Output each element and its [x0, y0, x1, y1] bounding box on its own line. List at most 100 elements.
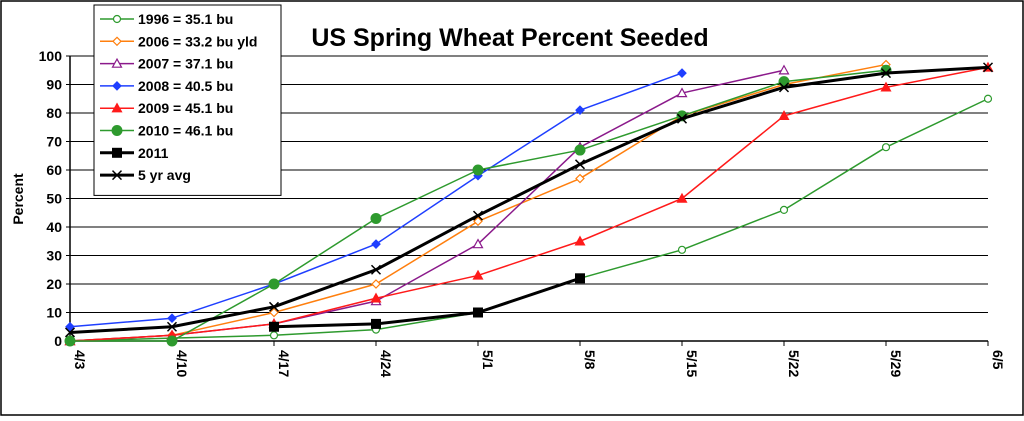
x-tick-label: 5/29 — [888, 350, 904, 377]
series-line — [273, 276, 581, 329]
data-point — [472, 238, 484, 249]
x-tick-label: 4/17 — [276, 350, 292, 377]
data-point — [268, 278, 280, 290]
data-point — [370, 212, 382, 224]
series-line — [69, 65, 989, 334]
data-point — [65, 321, 75, 332]
legend-item-6: 2010 = 46.1 bu — [100, 123, 233, 139]
data-point — [64, 335, 76, 347]
data-point — [574, 144, 586, 156]
data-point — [472, 269, 484, 280]
y-tick-label: 30 — [46, 248, 62, 264]
series-group — [64, 59, 994, 347]
y-tick-label: 20 — [46, 276, 62, 292]
y-tick-label: 70 — [46, 134, 62, 150]
series-line — [69, 66, 989, 342]
legend-label: 2008 = 40.5 bu — [138, 78, 233, 94]
legend-box — [93, 4, 282, 196]
legend-marker — [112, 36, 122, 47]
legend-label: 2007 = 37.1 bu — [138, 56, 233, 72]
data-point — [880, 68, 892, 79]
data-point — [880, 81, 892, 92]
legend-label: 2006 = 33.2 bu yld — [138, 33, 257, 49]
data-point — [778, 110, 790, 121]
y-tick-label: 90 — [46, 77, 62, 93]
data-point — [472, 210, 484, 221]
legend-marker — [112, 81, 122, 91]
data-point — [269, 331, 279, 340]
y-tick-label: 40 — [46, 219, 62, 235]
legend-label: 2010 = 46.1 bu — [138, 123, 233, 139]
data-point — [676, 192, 688, 203]
y-axis-title: Percent — [10, 173, 26, 225]
legend-item-1: 1996 = 35.1 bu — [100, 11, 233, 27]
data-point — [676, 113, 688, 124]
legend-marker — [111, 102, 123, 113]
y-tick-label: 60 — [46, 162, 62, 178]
series-8 — [64, 62, 994, 338]
data-point — [982, 62, 994, 73]
data-point — [371, 279, 381, 289]
legend-marker — [112, 14, 122, 24]
data-point — [574, 159, 586, 170]
data-point — [983, 94, 993, 103]
data-point — [166, 321, 178, 332]
data-point — [64, 327, 76, 338]
x-tick-label: 5/22 — [786, 350, 802, 377]
data-point — [881, 143, 891, 152]
legend-item-8: 5 yr avg — [100, 167, 191, 183]
legend-marker — [112, 147, 122, 158]
x-tick-label: 5/15 — [684, 350, 700, 377]
data-point — [269, 307, 279, 318]
legend-item-4: 2008 = 40.5 bu — [100, 78, 233, 94]
legend-marker — [111, 57, 123, 68]
legend-item-7: 2011 — [100, 145, 169, 161]
legend-label: 5 yr avg — [138, 167, 191, 183]
x-tick-label: 5/8 — [582, 350, 598, 370]
series-7 — [269, 273, 585, 332]
data-point — [575, 273, 585, 284]
chart-title: US Spring Wheat Percent Seeded — [311, 24, 708, 52]
y-tick-label: 50 — [46, 191, 62, 207]
data-point — [779, 205, 789, 214]
data-point — [575, 173, 585, 184]
legend-label: 2011 — [138, 145, 169, 161]
y-tick-label: 10 — [46, 305, 62, 321]
y-tick-label: 100 — [39, 48, 63, 64]
data-point — [677, 245, 687, 254]
y-tick-label: 0 — [54, 333, 62, 349]
legend-item-2: 2006 = 33.2 bu yld — [100, 33, 257, 49]
x-tick-label: 6/5 — [990, 350, 1006, 370]
data-point — [370, 264, 382, 275]
data-point — [268, 301, 280, 312]
legend-item-3: 2007 = 37.1 bu — [100, 56, 233, 72]
x-tick-label: 5/1 — [480, 350, 496, 370]
data-point — [473, 307, 483, 318]
series-4 — [65, 68, 687, 332]
x-tick-label: 4/10 — [174, 350, 190, 377]
data-point — [677, 68, 687, 78]
data-point — [575, 105, 585, 115]
data-point — [472, 164, 484, 176]
series-6 — [64, 64, 892, 347]
data-point — [778, 82, 790, 93]
legend-marker — [111, 125, 123, 136]
data-point — [269, 321, 279, 332]
data-point — [371, 318, 381, 329]
data-point — [778, 64, 790, 75]
legend: 1996 = 35.1 bu 2006 = 33.2 bu yld 2007 = 3… — [93, 4, 282, 196]
data-point — [166, 335, 178, 347]
y-tick-label: 80 — [46, 105, 62, 121]
data-point — [778, 76, 790, 88]
data-point — [167, 313, 177, 324]
legend-label: 2009 = 45.1 bu — [138, 100, 233, 116]
legend-label: 1996 = 35.1 bu — [138, 11, 233, 27]
data-point — [574, 235, 586, 246]
axes: 0 10 20 30 40 50 60 70 80 90 100 4/3 4/10 4/17 4/24 5/1… — [39, 48, 1006, 377]
legend-marker — [111, 170, 123, 181]
x-tick-label: 4/24 — [378, 350, 394, 377]
data-point — [371, 239, 381, 249]
data-point — [370, 292, 382, 303]
